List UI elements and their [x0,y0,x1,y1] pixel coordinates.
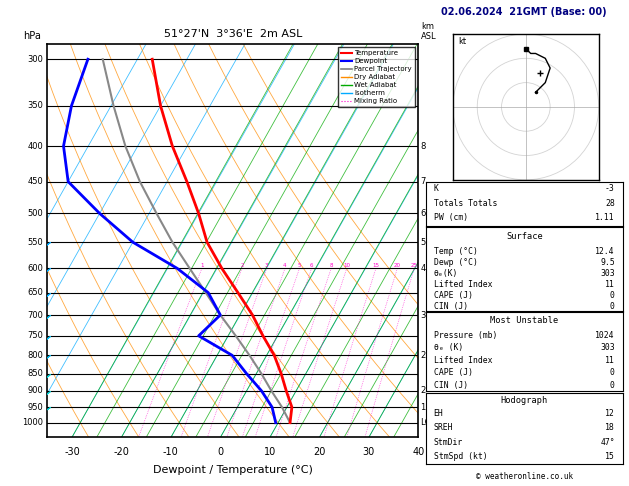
Text: 1024: 1024 [595,330,615,340]
Text: 1000: 1000 [23,418,43,427]
Text: 9.5: 9.5 [600,258,615,267]
Text: Hodograph: Hodograph [501,396,548,405]
Text: 0: 0 [610,381,615,390]
Text: 02.06.2024  21GMT (Base: 00): 02.06.2024 21GMT (Base: 00) [442,7,607,17]
Text: CAPE (J): CAPE (J) [434,368,473,378]
Text: 1: 1 [420,403,425,412]
Text: Totals Totals: Totals Totals [434,199,497,208]
Text: -3: -3 [605,184,615,193]
Text: 5: 5 [298,263,301,268]
Text: θₑ(K): θₑ(K) [434,269,458,278]
Text: 850: 850 [28,369,43,378]
Text: 4: 4 [420,264,425,273]
Text: 0: 0 [610,368,615,378]
Text: Lifted Index: Lifted Index [434,356,493,365]
Text: 28: 28 [605,199,615,208]
Text: StmDir: StmDir [434,438,463,447]
Text: 51°27'N  3°36'E  2m ASL: 51°27'N 3°36'E 2m ASL [164,29,302,39]
Text: Dewpoint / Temperature (°C): Dewpoint / Temperature (°C) [153,465,313,475]
Text: Most Unstable: Most Unstable [490,316,559,326]
Text: LCL: LCL [420,418,435,427]
Text: Dewp (°C): Dewp (°C) [434,258,477,267]
Text: SREH: SREH [434,423,454,433]
Text: 15: 15 [605,452,615,461]
Text: CIN (J): CIN (J) [434,302,468,312]
Text: 2: 2 [240,263,243,268]
Text: 8: 8 [330,263,333,268]
Text: 0: 0 [610,291,615,300]
Text: Temp (°C): Temp (°C) [434,247,477,256]
Text: 650: 650 [28,288,43,297]
Text: -10: -10 [163,447,179,457]
Text: 1: 1 [200,263,204,268]
Text: 5: 5 [420,238,425,247]
Text: CAPE (J): CAPE (J) [434,291,473,300]
Text: 11: 11 [605,280,615,289]
Text: 400: 400 [28,141,43,151]
Text: PW (cm): PW (cm) [434,213,468,222]
Text: 800: 800 [28,351,43,360]
Text: 500: 500 [28,209,43,218]
Text: 2: 2 [420,386,425,396]
Text: © weatheronline.co.uk: © weatheronline.co.uk [476,472,573,481]
Text: 303: 303 [600,269,615,278]
Text: 20: 20 [313,447,326,457]
Text: 47°: 47° [600,438,615,447]
Text: 3: 3 [265,263,269,268]
Text: Surface: Surface [506,232,543,241]
Text: 450: 450 [28,177,43,186]
Text: 550: 550 [28,238,43,247]
Text: -30: -30 [64,447,80,457]
Text: CIN (J): CIN (J) [434,381,468,390]
Text: 10: 10 [264,447,276,457]
Text: 600: 600 [28,264,43,273]
Text: EH: EH [434,409,443,418]
Text: Pressure (mb): Pressure (mb) [434,330,497,340]
Text: 6: 6 [310,263,313,268]
Text: 8: 8 [420,141,425,151]
Text: 900: 900 [28,386,43,396]
Text: 0: 0 [217,447,223,457]
Text: 0: 0 [610,302,615,312]
Text: 30: 30 [363,447,375,457]
Text: 12.4: 12.4 [595,247,615,256]
Text: 6: 6 [420,209,425,218]
Text: 25: 25 [411,263,418,268]
Text: 750: 750 [28,331,43,340]
Text: 3: 3 [420,311,425,319]
Text: 7: 7 [420,177,425,186]
Text: 40: 40 [412,447,425,457]
Text: 18: 18 [605,423,615,433]
Text: 300: 300 [28,55,43,64]
Text: 20: 20 [394,263,401,268]
Text: 1.11: 1.11 [595,213,615,222]
Text: 15: 15 [372,263,379,268]
Text: -20: -20 [113,447,130,457]
Text: 11: 11 [605,356,615,365]
Text: 700: 700 [28,311,43,319]
Text: Lifted Index: Lifted Index [434,280,493,289]
Text: kt: kt [458,37,466,46]
Text: 350: 350 [28,101,43,110]
Text: 303: 303 [600,343,615,352]
Text: Mixing Ratio (g/kg): Mixing Ratio (g/kg) [440,201,448,280]
Text: 2: 2 [420,351,425,360]
Text: θₑ (K): θₑ (K) [434,343,463,352]
Text: km
ASL: km ASL [421,22,437,41]
Text: StmSpd (kt): StmSpd (kt) [434,452,487,461]
Text: 4: 4 [283,263,287,268]
Text: 12: 12 [605,409,615,418]
Text: 10: 10 [343,263,350,268]
Text: K: K [434,184,438,193]
Legend: Temperature, Dewpoint, Parcel Trajectory, Dry Adiabat, Wet Adiabat, Isotherm, Mi: Temperature, Dewpoint, Parcel Trajectory… [338,47,415,107]
Text: 950: 950 [28,403,43,412]
Text: hPa: hPa [23,31,41,41]
